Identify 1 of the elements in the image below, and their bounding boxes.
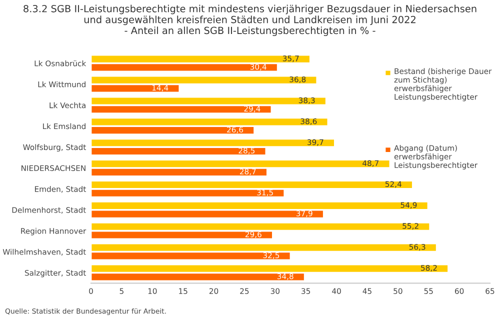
chart-title: 8.3.2 SGB II-Leistungsberechtigte mit mindestens vierjähriger Bezugsdauer in Niedersachsen und ausgewählten kreisfreien Städten und Landkreisen im Juni 2022 - Anteil an allen SGB II-Leistungsberechtigten in % - — [24, 4, 476, 36]
